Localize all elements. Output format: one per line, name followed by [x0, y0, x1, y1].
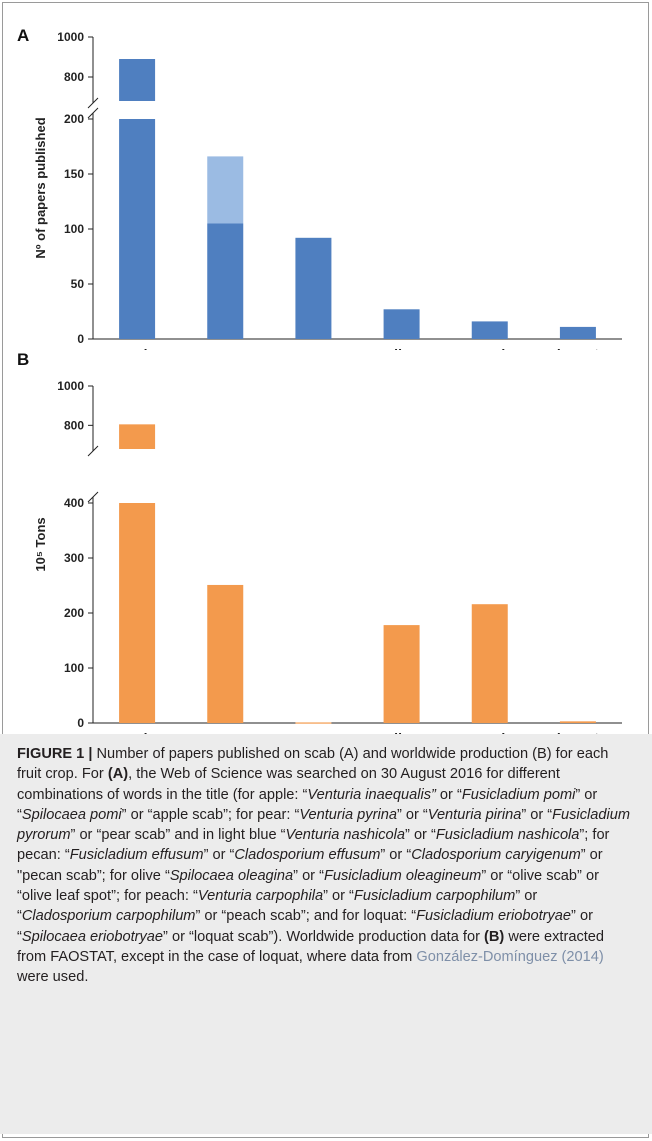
- bar-peach: [471, 321, 508, 339]
- figure-caption: FIGURE 1 | Number of papers published on…: [0, 734, 652, 1134]
- bar-loquat: [559, 326, 596, 339]
- y-tick-label: 0: [77, 332, 84, 346]
- x-category-label-pecan: pecan: [293, 730, 333, 734]
- y-tick-label: 100: [64, 661, 84, 675]
- panel-letter-b: B: [17, 350, 29, 369]
- bar-olive: [383, 309, 420, 339]
- bar-pear: [207, 223, 244, 339]
- x-category-label-pear: pear: [210, 346, 240, 350]
- y-axis-title: 10⁵ Tons: [33, 517, 48, 571]
- x-category-label-pear: pear: [210, 730, 240, 734]
- y-tick-label: 200: [64, 112, 84, 126]
- x-category-label-apple: apple: [119, 730, 156, 734]
- axis-break-mark: [87, 445, 99, 457]
- y-tick-label: 0: [77, 716, 84, 730]
- x-category-label-loquat: loquat: [557, 346, 599, 350]
- bar-pear: [207, 584, 244, 723]
- chart-panel-b: B 0 100 200 300 400 800 1000 10⁵ Tons apple pear pe…: [17, 350, 622, 734]
- x-category-label-pecan: pecan: [293, 346, 333, 350]
- bar-olive: [383, 625, 420, 723]
- bar-pecan: [295, 722, 332, 724]
- y-tick-label: 200: [64, 606, 84, 620]
- x-category-label-apple: apple: [119, 346, 156, 350]
- y-tick-label: 400: [64, 496, 84, 510]
- bar-apple-upper: [119, 424, 156, 449]
- bar-apple: [119, 503, 156, 723]
- x-category-label-peach: peach: [470, 346, 510, 350]
- reference-link[interactable]: González-Domínguez (2014): [416, 948, 604, 965]
- bar-apple: [119, 119, 156, 339]
- caption-text: FIGURE 1 | Number of papers published on…: [17, 746, 630, 986]
- axis-break-mark: [87, 107, 99, 119]
- x-category-label-olive: olive: [386, 346, 418, 350]
- bar-pecan: [295, 237, 332, 339]
- figure-label: FIGURE 1 |: [17, 746, 93, 762]
- x-category-label-loquat: loquat: [557, 730, 599, 734]
- bar-pear-segment-1: [207, 156, 244, 224]
- y-tick-label: 300: [64, 551, 84, 565]
- x-category-label-olive: olive: [386, 730, 418, 734]
- bar-peach: [471, 604, 508, 723]
- y-tick-label: 150: [64, 167, 84, 181]
- axis-break-mark: [87, 97, 99, 109]
- axis-break-mark: [87, 491, 99, 503]
- y-tick-label: 1000: [57, 379, 84, 393]
- y-tick-label: 1000: [57, 30, 84, 44]
- y-axis-title: Nº of papers published: [33, 117, 48, 258]
- bar-apple-upper: [119, 59, 156, 101]
- y-tick-label: 50: [71, 277, 85, 291]
- x-category-label-peach: peach: [470, 730, 510, 734]
- bar-loquat: [559, 721, 596, 723]
- y-tick-label: 800: [64, 70, 84, 84]
- y-tick-label: 100: [64, 222, 84, 236]
- chart-panel-a: A 0 50 100 150 200 800 1000 Nº of papers publish…: [17, 26, 622, 350]
- y-tick-label: 800: [64, 418, 84, 432]
- panel-letter-a: A: [17, 26, 29, 45]
